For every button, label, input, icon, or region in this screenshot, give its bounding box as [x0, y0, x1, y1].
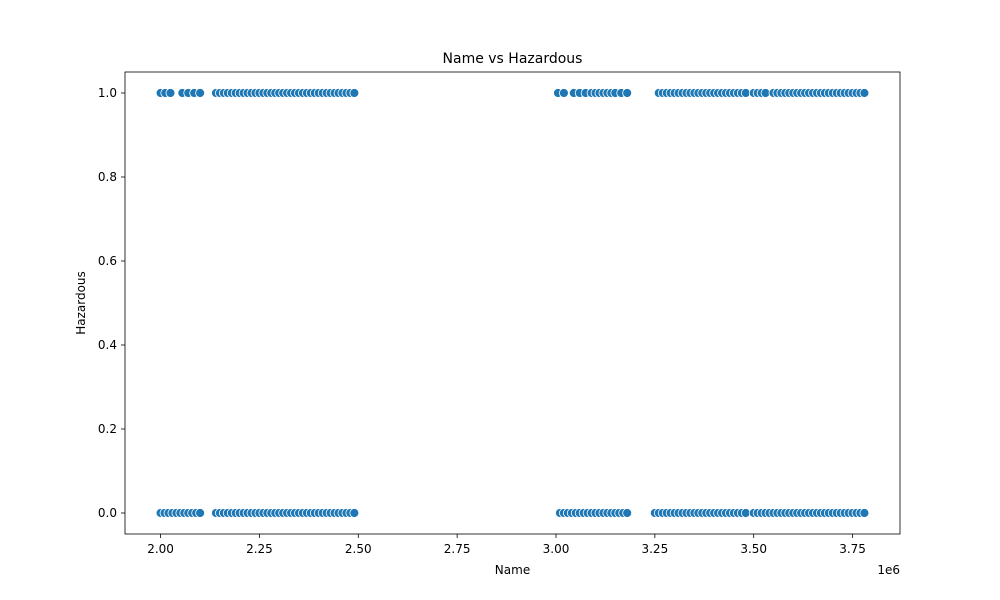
axes-layer: 2.00 2.25 2.50 2.75 3.00 3.25 3.50 3.75 0.0 0.2 0.… [98, 86, 866, 556]
scatter-point [349, 88, 360, 98]
y-tick-label: 1.0 [98, 86, 117, 100]
scatter-point [195, 88, 206, 98]
y-tick-label: 0.2 [98, 422, 117, 436]
y-tick-label: 0.6 [98, 254, 117, 268]
scatter-point [559, 88, 569, 98]
scatter-point [859, 88, 870, 98]
scatter-point [622, 88, 633, 98]
x-tick-label: 2.50 [345, 542, 372, 556]
x-tick-label: 2.75 [444, 542, 471, 556]
scatter-point [859, 508, 870, 518]
scatter-point [165, 88, 176, 98]
x-tick-label: 3.50 [740, 542, 767, 556]
plot-frame [124, 71, 901, 535]
y-tick-label: 0.8 [98, 170, 117, 184]
x-axis-label: Name [495, 563, 530, 577]
scatter-point [195, 508, 206, 518]
x-tick-label: 3.75 [839, 542, 866, 556]
x-offset-label: 1e6 [877, 563, 900, 577]
y-tick-label: 0.0 [98, 506, 117, 520]
y-tick-label: 0.4 [98, 338, 117, 352]
x-tick-label: 2.25 [246, 542, 273, 556]
scatter-point [622, 508, 633, 518]
chart-title: Name vs Hazardous [443, 51, 583, 67]
x-tick-label: 3.00 [543, 542, 570, 556]
scatter-point [349, 508, 360, 518]
x-tick-label: 3.25 [641, 542, 668, 556]
points-layer [155, 88, 870, 518]
x-tick-label: 2.00 [147, 542, 174, 556]
y-axis-label: Hazardous [74, 271, 88, 335]
